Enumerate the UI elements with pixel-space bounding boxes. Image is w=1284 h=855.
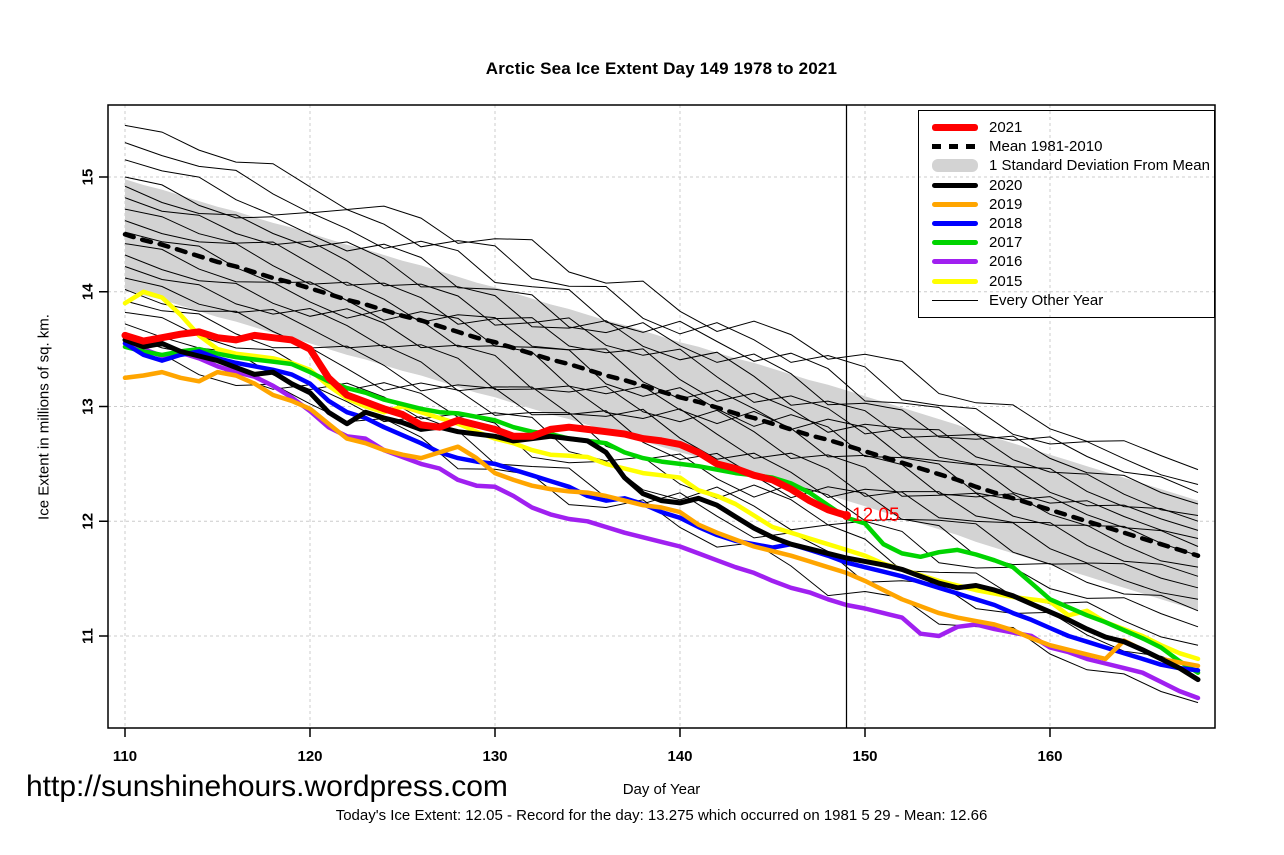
every-other-year-line	[124, 124, 1199, 471]
x-axis-label: Day of Year	[622, 781, 701, 798]
x-tick-label: 160	[1037, 748, 1062, 765]
legend-item-mean-1981-2010: Mean 1981-2010	[932, 137, 1214, 156]
y-tick-label: 14	[80, 283, 97, 300]
y-tick-label: 11	[80, 628, 97, 644]
every-other-year-lines	[124, 124, 1199, 704]
every-other-year-line	[124, 197, 1199, 522]
legend-label: Mean 1981-2010	[989, 138, 1103, 156]
legend-swatch	[932, 124, 978, 132]
legend-item-2018: 2018	[932, 214, 1214, 233]
legend: 2021 Mean 1981-2010 1 Standard Deviation F…	[918, 110, 1215, 318]
x-tick-label: 140	[667, 748, 692, 765]
mean-line	[122, 232, 1201, 558]
legend-item-1-standard-deviation-from-mean: 1 Standard Deviation From Mean	[932, 156, 1214, 175]
every-other-year-line	[124, 208, 1199, 531]
every-other-year-line	[124, 185, 1199, 516]
chart-title: Arctic Sea Ice Extent Day 149 1978 to 20…	[485, 59, 838, 78]
legend-swatch	[932, 182, 978, 188]
legend-label: 2020	[989, 176, 1023, 194]
legend-label: 2021	[989, 119, 1023, 137]
legend-swatch	[932, 259, 978, 265]
legend-swatch	[932, 221, 978, 227]
legend-label: 2019	[989, 195, 1023, 213]
legend-label: 2017	[989, 234, 1023, 252]
status-caption: Today's Ice Extent: 12.05 - Record for t…	[335, 807, 988, 824]
x-tick-label: 120	[297, 748, 322, 765]
x-tick-label: 150	[852, 748, 877, 765]
legend-label: 2015	[989, 272, 1023, 290]
every-other-year-line	[124, 176, 1199, 505]
every-other-year-line	[124, 142, 1199, 485]
y-tick-label: 12	[80, 513, 97, 530]
legend-swatch	[932, 240, 978, 246]
y-axis-label: Ice Extent in millions of sq. km.	[35, 314, 53, 520]
plot-border	[107, 104, 1216, 729]
legend-swatch	[932, 201, 978, 207]
series-line-2021	[121, 328, 850, 519]
series-line-2018	[122, 341, 1201, 673]
every-other-year-line	[124, 266, 1199, 577]
legend-item-2019: 2019	[932, 195, 1214, 214]
legend-item-2021: 2021	[932, 118, 1214, 137]
series-line-2020	[122, 337, 1201, 683]
legend-item-2020: 2020	[932, 176, 1214, 195]
legend-swatch	[932, 144, 978, 150]
legend-item-every-other-year: Every Other Year	[932, 291, 1214, 310]
legend-swatch	[932, 299, 978, 301]
legend-swatch	[932, 159, 978, 173]
legend-label: 1 Standard Deviation From Mean	[989, 157, 1210, 175]
legend-label: Every Other Year	[989, 291, 1104, 309]
series-line-2019	[122, 369, 1201, 669]
year-series	[121, 289, 1201, 701]
axes: 110 120 130 140 150 160 11 12 13 14 15	[80, 169, 1063, 765]
series-line-2017	[122, 344, 1201, 675]
legend-item-2015: 2015	[932, 272, 1214, 291]
x-tick-label: 110	[113, 748, 137, 765]
y-tick-label: 13	[80, 398, 97, 415]
current-value-annotation: 12.05	[852, 505, 900, 526]
every-other-year-line	[124, 277, 1199, 589]
watermark-url: http://sunshinehours.wordpress.com	[26, 770, 508, 803]
legend-item-2017: 2017	[932, 233, 1214, 252]
current-value-dot	[842, 511, 851, 521]
y-tick-label: 15	[80, 169, 97, 186]
legend-item-2016: 2016	[932, 252, 1214, 271]
legend-swatch	[932, 278, 978, 284]
legend-label: 2016	[989, 253, 1023, 271]
legend-label: 2018	[989, 215, 1023, 233]
every-other-year-line	[124, 243, 1199, 557]
every-other-year-line	[124, 254, 1199, 568]
x-tick-label: 130	[482, 748, 507, 765]
